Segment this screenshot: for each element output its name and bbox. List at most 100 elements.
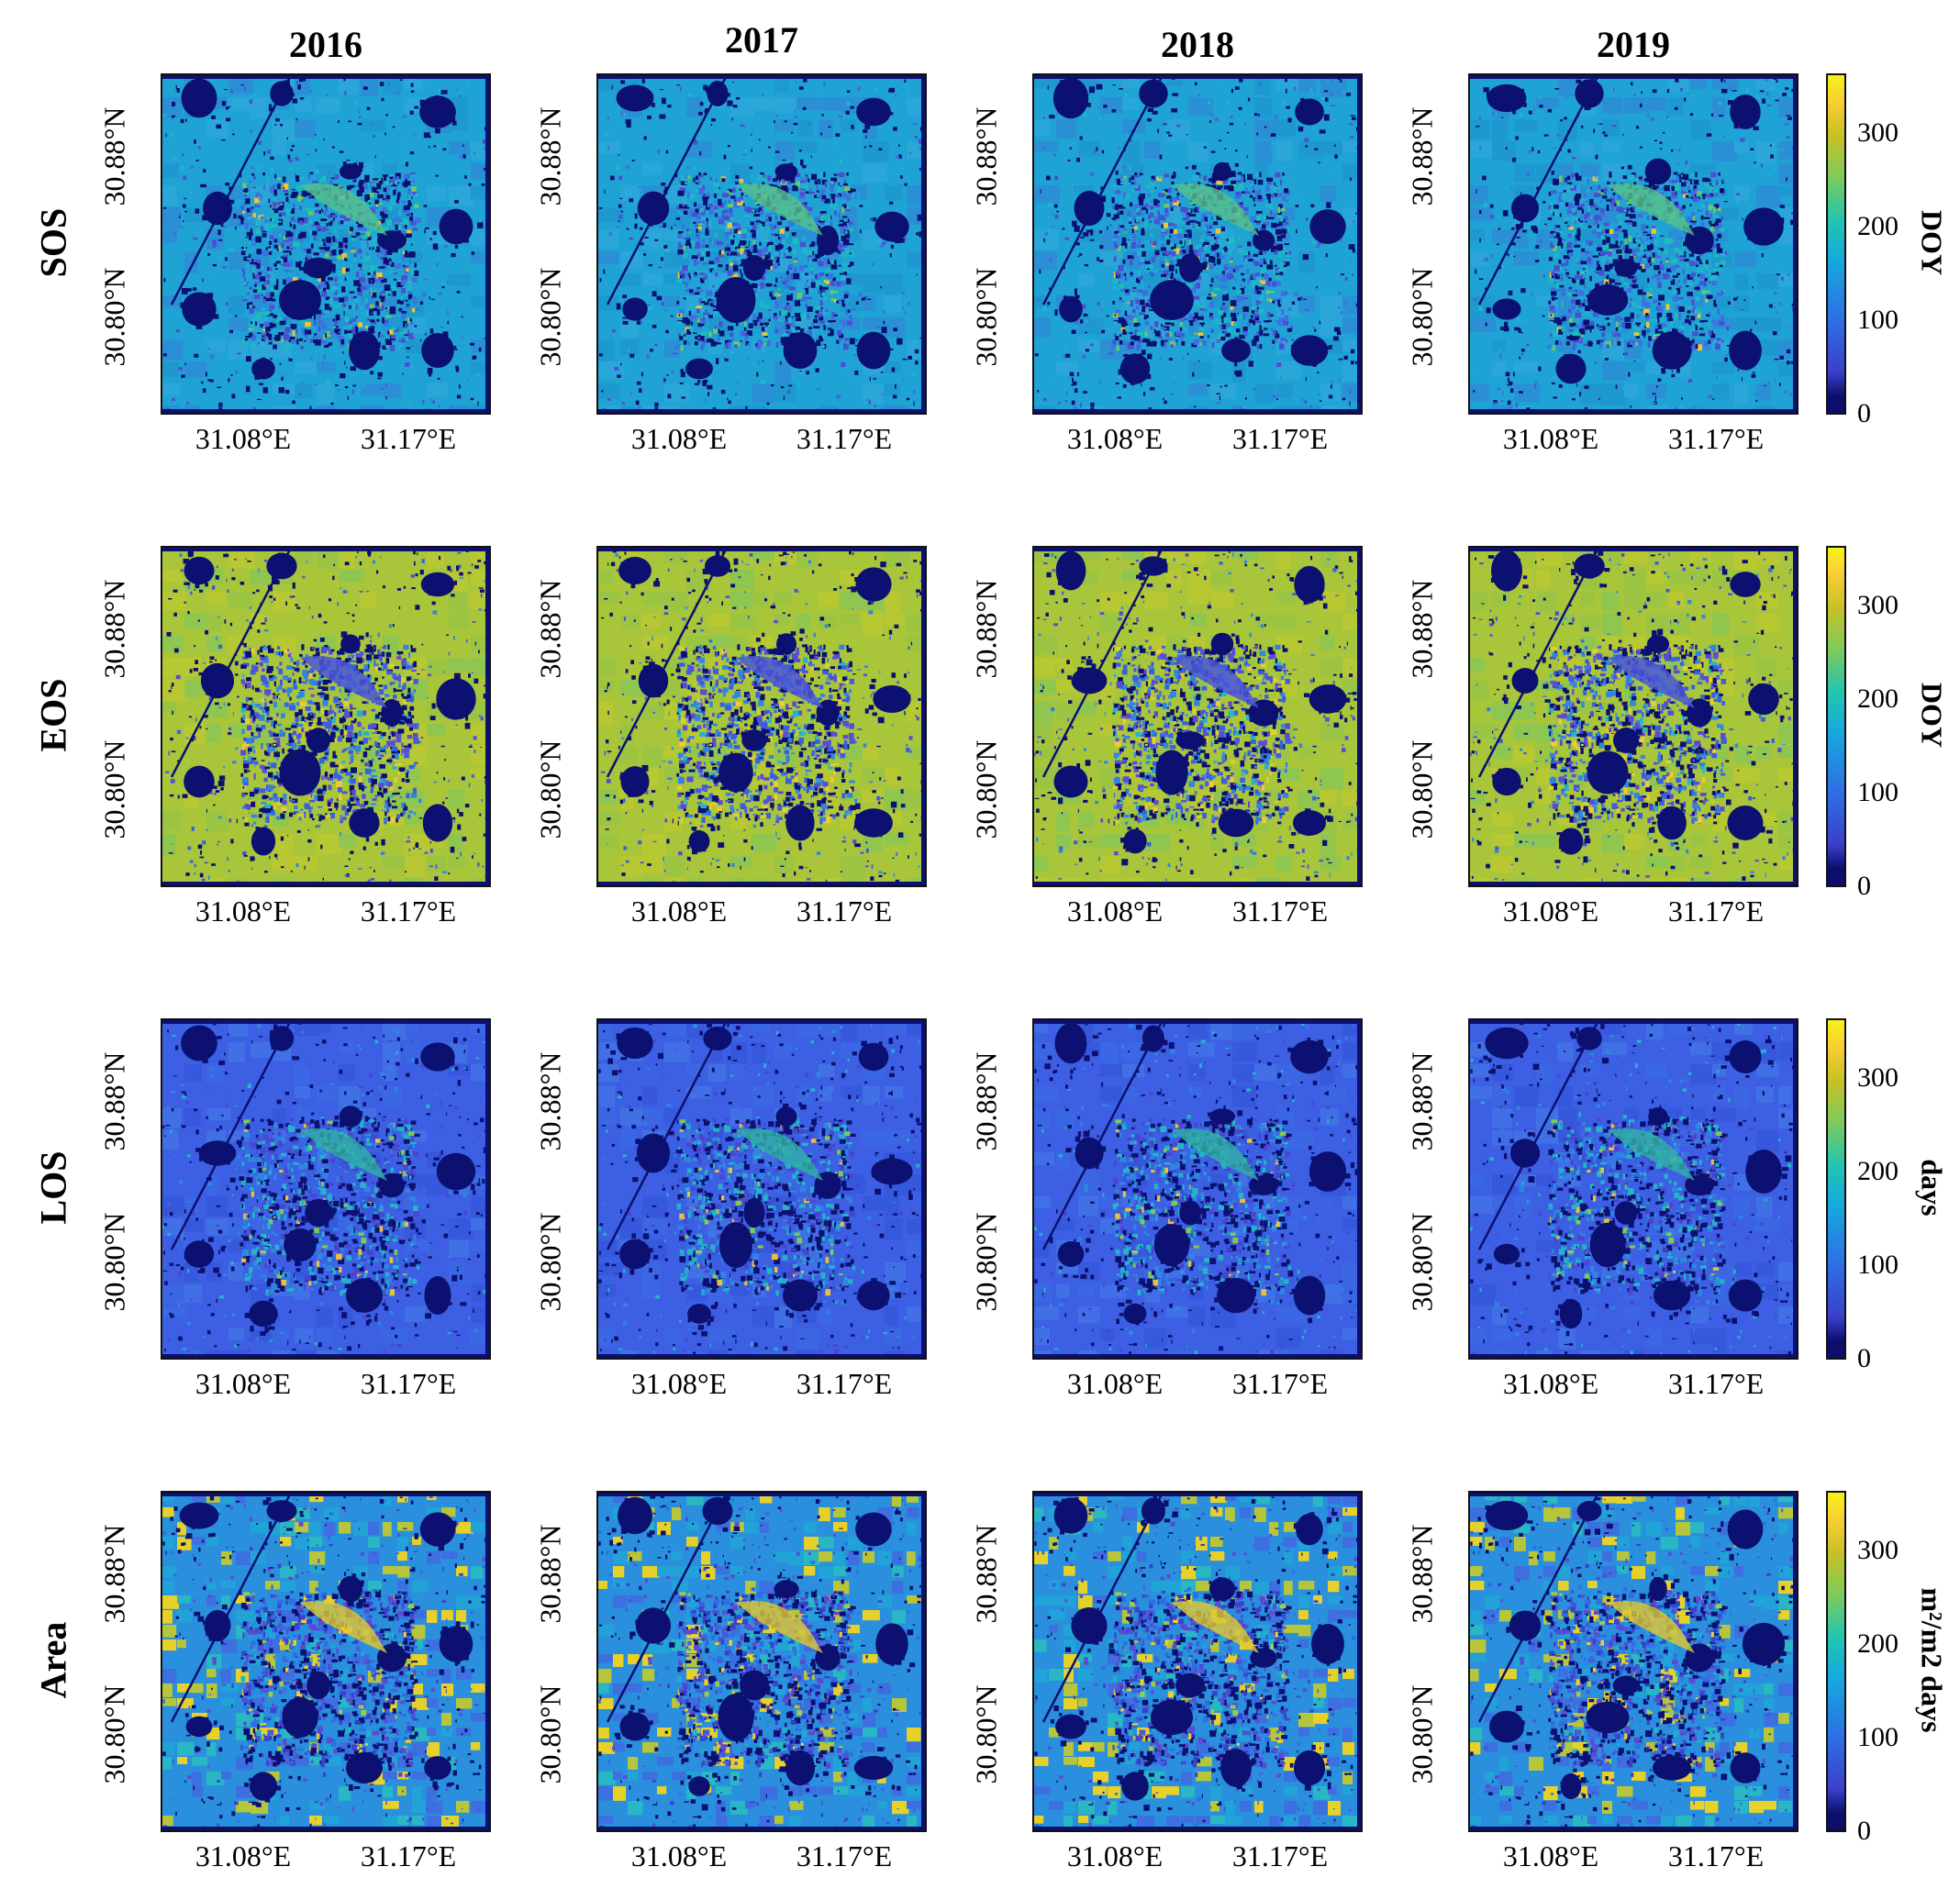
lat-tick-label: 30.80°N bbox=[98, 1634, 132, 1836]
lon-tick-label: 31.17°E bbox=[752, 1839, 936, 1873]
lon-tick-label: 31.17°E bbox=[1624, 422, 1808, 456]
colorbar-tick-label: 300 bbox=[1857, 590, 1899, 621]
row-label-area: Area bbox=[32, 1550, 75, 1771]
colorbar-tick-label: 0 bbox=[1857, 398, 1871, 429]
raster-map bbox=[598, 548, 925, 885]
lat-tick-label: 30.80°N bbox=[534, 217, 568, 418]
lat-tick-label: 30.80°N bbox=[1406, 689, 1440, 891]
lon-tick-label: 31.08°E bbox=[587, 422, 771, 456]
raster-map bbox=[1034, 1020, 1361, 1358]
map-panel-eos-2018 bbox=[1032, 546, 1363, 887]
map-panel-area-2017 bbox=[596, 1491, 927, 1832]
colorbar-unit-area: m²/m2 days bbox=[1915, 1541, 1949, 1780]
lon-tick-label: 31.17°E bbox=[1624, 1367, 1808, 1401]
lat-tick-label: 30.80°N bbox=[98, 689, 132, 891]
lon-tick-label: 31.17°E bbox=[1188, 894, 1372, 928]
lon-tick-label: 31.17°E bbox=[317, 894, 500, 928]
raster-map bbox=[162, 548, 489, 885]
raster-map bbox=[598, 75, 925, 413]
lon-tick-label: 31.08°E bbox=[151, 422, 335, 456]
lon-tick-label: 31.17°E bbox=[317, 422, 500, 456]
lon-tick-label: 31.17°E bbox=[1188, 1839, 1372, 1873]
colorbar-tick-label: 100 bbox=[1857, 1722, 1899, 1753]
lon-tick-label: 31.08°E bbox=[1023, 1839, 1207, 1873]
map-panel-eos-2017 bbox=[596, 546, 927, 887]
raster-map bbox=[1034, 1493, 1361, 1830]
lon-tick-label: 31.17°E bbox=[1188, 1367, 1372, 1401]
lon-tick-label: 31.17°E bbox=[752, 422, 936, 456]
lon-tick-label: 31.08°E bbox=[1023, 422, 1207, 456]
raster-map bbox=[162, 75, 489, 413]
colorbar-tick-label: 100 bbox=[1857, 777, 1899, 808]
lon-tick-label: 31.17°E bbox=[1188, 422, 1372, 456]
row-label-eos: EOS bbox=[32, 606, 75, 826]
map-panel-los-2016 bbox=[161, 1018, 491, 1360]
year-header-2016: 2016 bbox=[234, 23, 418, 66]
raster-map bbox=[1470, 75, 1797, 413]
map-panel-sos-2018 bbox=[1032, 73, 1363, 415]
map-panel-los-2017 bbox=[596, 1018, 927, 1360]
lon-tick-label: 31.17°E bbox=[317, 1839, 500, 1873]
colorbar-tick-label: 100 bbox=[1857, 305, 1899, 336]
lon-tick-label: 31.08°E bbox=[1023, 894, 1207, 928]
colorbar-sos bbox=[1826, 73, 1846, 415]
colorbar-unit-sos: DOY bbox=[1915, 124, 1949, 362]
map-panel-sos-2016 bbox=[161, 73, 491, 415]
lat-tick-label: 30.80°N bbox=[98, 1161, 132, 1363]
lon-tick-label: 31.08°E bbox=[1459, 1367, 1643, 1401]
colorbar-tick-label: 200 bbox=[1857, 683, 1899, 715]
lat-tick-label: 30.80°N bbox=[534, 689, 568, 891]
map-panel-eos-2019 bbox=[1468, 546, 1799, 887]
colorbar-tick-label: 100 bbox=[1857, 1250, 1899, 1281]
colorbar-tick-label: 200 bbox=[1857, 1156, 1899, 1187]
year-header-2019: 2019 bbox=[1542, 23, 1725, 66]
lon-tick-label: 31.08°E bbox=[1459, 894, 1643, 928]
raster-map bbox=[1034, 548, 1361, 885]
raster-map bbox=[598, 1493, 925, 1830]
lon-tick-label: 31.17°E bbox=[1624, 894, 1808, 928]
lon-tick-label: 31.17°E bbox=[317, 1367, 500, 1401]
lat-tick-label: 30.80°N bbox=[1406, 217, 1440, 418]
raster-map bbox=[162, 1020, 489, 1358]
map-panel-los-2019 bbox=[1468, 1018, 1799, 1360]
raster-map bbox=[162, 1493, 489, 1830]
raster-map bbox=[598, 1020, 925, 1358]
row-label-los: LOS bbox=[32, 1078, 75, 1298]
lat-tick-label: 30.80°N bbox=[98, 217, 132, 418]
lon-tick-label: 31.08°E bbox=[587, 1367, 771, 1401]
lat-tick-label: 30.80°N bbox=[1406, 1161, 1440, 1363]
year-header-2017: 2017 bbox=[670, 18, 853, 61]
lon-tick-label: 31.08°E bbox=[151, 1367, 335, 1401]
map-panel-eos-2016 bbox=[161, 546, 491, 887]
map-panel-sos-2017 bbox=[596, 73, 927, 415]
lat-tick-label: 30.80°N bbox=[534, 1161, 568, 1363]
lon-tick-label: 31.17°E bbox=[1624, 1839, 1808, 1873]
row-label-sos: SOS bbox=[32, 133, 75, 353]
lat-tick-label: 30.80°N bbox=[1406, 1634, 1440, 1836]
colorbar-tick-label: 300 bbox=[1857, 1062, 1899, 1094]
lat-tick-label: 30.80°N bbox=[970, 689, 1004, 891]
colorbar-tick-label: 300 bbox=[1857, 1535, 1899, 1566]
year-header-2018: 2018 bbox=[1106, 23, 1289, 66]
colorbar-tick-label: 0 bbox=[1857, 871, 1871, 902]
lon-tick-label: 31.17°E bbox=[752, 894, 936, 928]
colorbar-eos bbox=[1826, 546, 1846, 887]
lon-tick-label: 31.08°E bbox=[1023, 1367, 1207, 1401]
colorbar-area bbox=[1826, 1491, 1846, 1832]
map-panel-area-2018 bbox=[1032, 1491, 1363, 1832]
lon-tick-label: 31.08°E bbox=[587, 894, 771, 928]
lon-tick-label: 31.08°E bbox=[1459, 422, 1643, 456]
lat-tick-label: 30.80°N bbox=[970, 1634, 1004, 1836]
raster-map bbox=[1470, 1493, 1797, 1830]
lon-tick-label: 31.08°E bbox=[151, 1839, 335, 1873]
map-panel-area-2016 bbox=[161, 1491, 491, 1832]
colorbar-tick-label: 0 bbox=[1857, 1343, 1871, 1374]
lat-tick-label: 30.80°N bbox=[970, 1161, 1004, 1363]
lon-tick-label: 31.17°E bbox=[752, 1367, 936, 1401]
lat-tick-label: 30.80°N bbox=[534, 1634, 568, 1836]
colorbar-unit-eos: DOY bbox=[1915, 596, 1949, 835]
lon-tick-label: 31.08°E bbox=[1459, 1839, 1643, 1873]
colorbar-tick-label: 200 bbox=[1857, 1628, 1899, 1660]
colorbar-tick-label: 200 bbox=[1857, 211, 1899, 242]
colorbar-unit-los: days bbox=[1915, 1069, 1949, 1307]
